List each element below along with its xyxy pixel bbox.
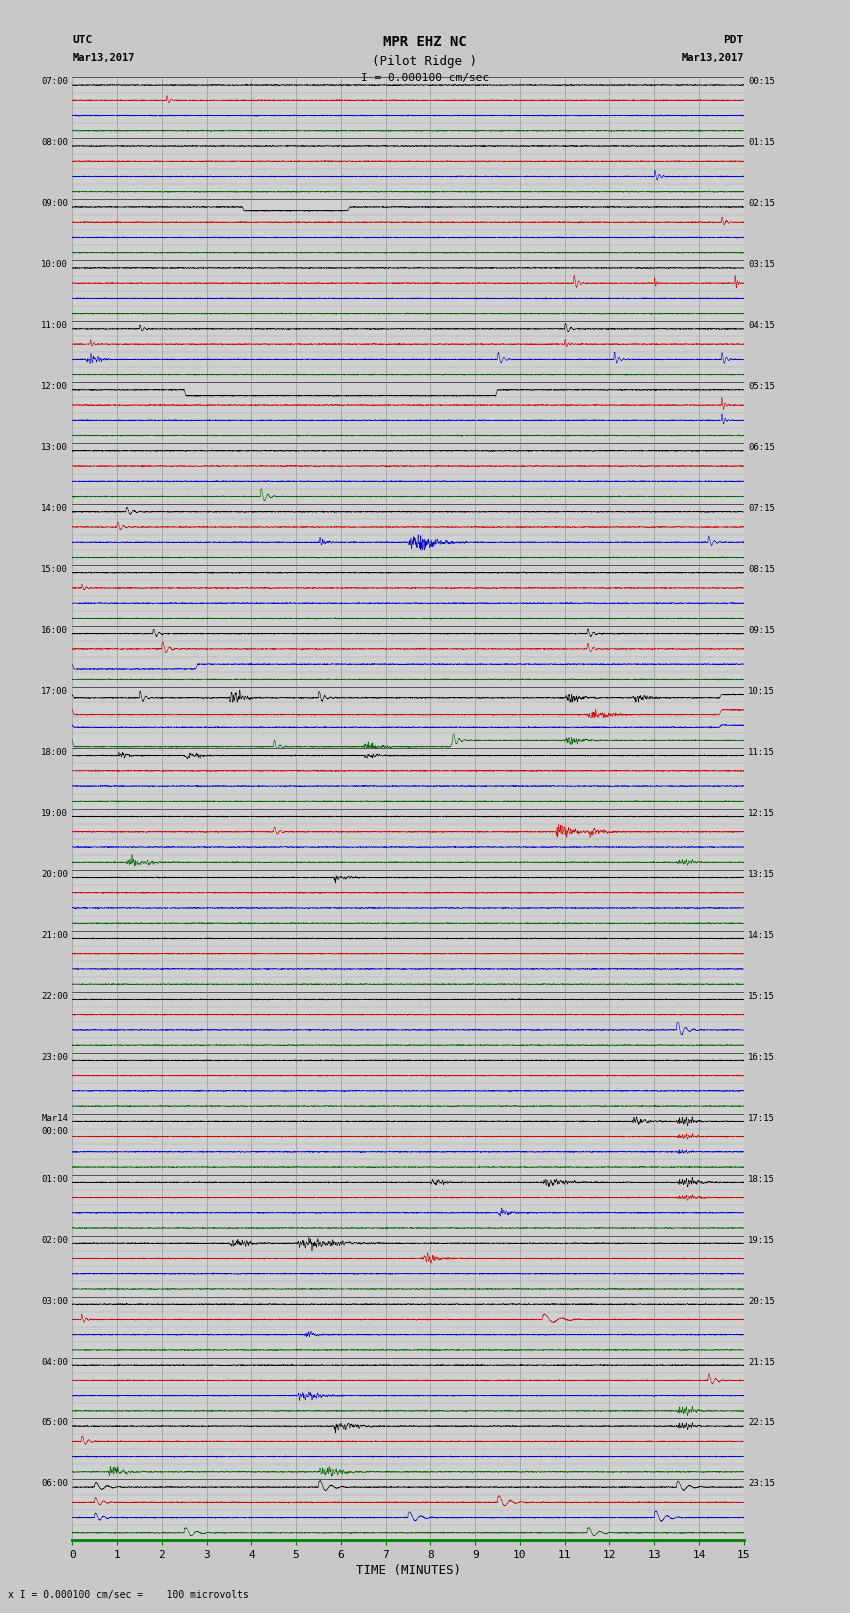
Text: 11:00: 11:00 (41, 321, 68, 331)
Text: 04:15: 04:15 (748, 321, 775, 331)
Text: 19:15: 19:15 (748, 1236, 775, 1245)
Text: 07:00: 07:00 (41, 77, 68, 87)
Text: Mar13,2017: Mar13,2017 (681, 53, 744, 63)
Text: 16:15: 16:15 (748, 1053, 775, 1061)
Text: 20:15: 20:15 (748, 1297, 775, 1305)
Text: 13:00: 13:00 (41, 444, 68, 452)
Text: Mar13,2017: Mar13,2017 (72, 53, 135, 63)
Text: 12:15: 12:15 (748, 810, 775, 818)
Text: 22:15: 22:15 (748, 1418, 775, 1428)
Text: 22:00: 22:00 (41, 992, 68, 1000)
Text: 09:15: 09:15 (748, 626, 775, 636)
Text: 14:15: 14:15 (748, 931, 775, 940)
Text: I = 0.000100 cm/sec: I = 0.000100 cm/sec (361, 73, 489, 82)
Text: 16:00: 16:00 (41, 626, 68, 636)
Text: 09:00: 09:00 (41, 200, 68, 208)
Text: 17:15: 17:15 (748, 1113, 775, 1123)
Text: 03:15: 03:15 (748, 260, 775, 269)
Text: UTC: UTC (72, 35, 93, 45)
Text: 18:00: 18:00 (41, 748, 68, 756)
Text: 15:15: 15:15 (748, 992, 775, 1000)
Text: 18:15: 18:15 (748, 1174, 775, 1184)
X-axis label: TIME (MINUTES): TIME (MINUTES) (355, 1565, 461, 1578)
Text: 05:00: 05:00 (41, 1418, 68, 1428)
Text: MPR EHZ NC: MPR EHZ NC (383, 35, 467, 50)
Text: 21:00: 21:00 (41, 931, 68, 940)
Text: 06:00: 06:00 (41, 1479, 68, 1489)
Text: 07:15: 07:15 (748, 505, 775, 513)
Text: 00:00: 00:00 (41, 1126, 68, 1136)
Text: 19:00: 19:00 (41, 810, 68, 818)
Text: 23:00: 23:00 (41, 1053, 68, 1061)
Text: 03:00: 03:00 (41, 1297, 68, 1305)
Text: 00:15: 00:15 (748, 77, 775, 87)
Text: 15:00: 15:00 (41, 565, 68, 574)
Text: (Pilot Ridge ): (Pilot Ridge ) (372, 55, 478, 68)
Text: 01:00: 01:00 (41, 1174, 68, 1184)
Text: 17:00: 17:00 (41, 687, 68, 695)
Text: 06:15: 06:15 (748, 444, 775, 452)
Text: 08:15: 08:15 (748, 565, 775, 574)
Text: 01:15: 01:15 (748, 139, 775, 147)
Text: 12:00: 12:00 (41, 382, 68, 392)
Text: x I = 0.000100 cm/sec =    100 microvolts: x I = 0.000100 cm/sec = 100 microvolts (8, 1590, 249, 1600)
Text: Mar14: Mar14 (41, 1113, 68, 1123)
Text: 02:00: 02:00 (41, 1236, 68, 1245)
Text: 08:00: 08:00 (41, 139, 68, 147)
Text: 21:15: 21:15 (748, 1358, 775, 1366)
Text: 02:15: 02:15 (748, 200, 775, 208)
Text: 05:15: 05:15 (748, 382, 775, 392)
Text: 04:00: 04:00 (41, 1358, 68, 1366)
Text: PDT: PDT (723, 35, 744, 45)
Text: 14:00: 14:00 (41, 505, 68, 513)
Text: 23:15: 23:15 (748, 1479, 775, 1489)
Text: 10:00: 10:00 (41, 260, 68, 269)
Text: 13:15: 13:15 (748, 869, 775, 879)
Text: 20:00: 20:00 (41, 869, 68, 879)
Text: 10:15: 10:15 (748, 687, 775, 695)
Text: 11:15: 11:15 (748, 748, 775, 756)
